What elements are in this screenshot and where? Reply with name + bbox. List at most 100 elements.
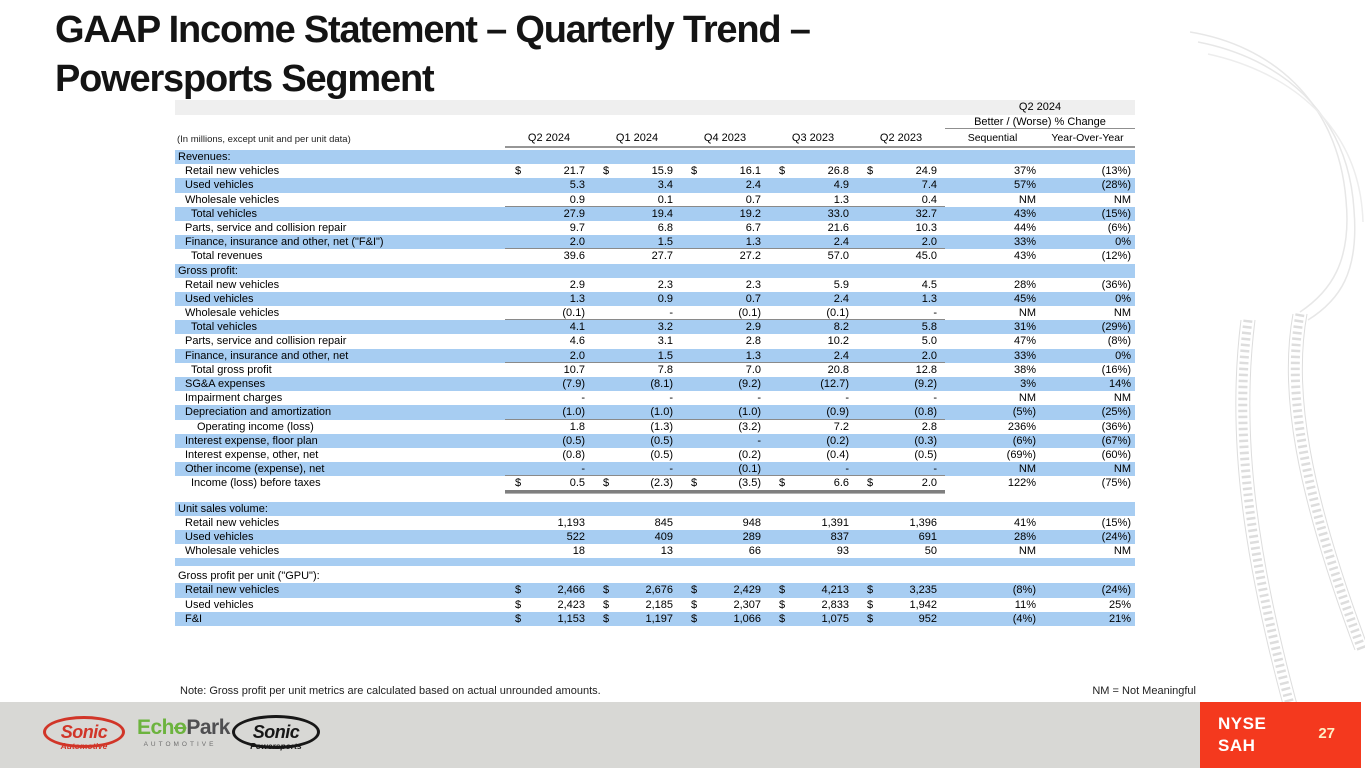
value-number: 1.3 [745,236,761,249]
value-number: - [933,392,937,405]
value-number: 1.3 [569,292,585,305]
dollar-sign: $ [603,477,610,490]
income-statement-table: Q2 2024 Better / (Worse) % Change (In mi… [175,100,1135,626]
value-number: 5.8 [921,321,937,334]
sequential-change-cell: NM [1018,307,1036,320]
row-label: Revenues: [178,151,231,163]
value-cell: 50 [857,544,945,558]
yoy-change-cell: (12%) [1101,250,1131,263]
yoy-change-cell: (60%) [1101,448,1131,461]
dollar-sign: $ [515,612,522,625]
value-cell: 18 [505,544,593,558]
dollar-sign: $ [603,584,610,597]
dollar-sign: $ [515,598,522,611]
value-number: (0.2) [826,434,849,447]
value-cell: $1,197 [593,612,681,626]
value-cell: $0.5 [505,476,593,491]
sequential-change-cell: 28% [1013,530,1036,543]
dollar-sign: $ [867,598,874,611]
yoy-change-cell: (24%) [1101,530,1131,543]
row-label: Interest expense, other, net [185,448,319,461]
sonic-powersports-wordmark: Sonic [252,721,300,742]
row-label: Income (loss) before taxes [191,477,321,490]
yoy-change-cell: NM [1113,545,1131,558]
yoy-change-cell: (6%) [1107,221,1131,234]
table-row: Operating income (loss) 1.8 (1.3) (3.2) 7.2 2… [175,419,1135,434]
change-column-header: Sequential [967,132,1018,144]
yoy-change-cell: 0% [1115,236,1131,249]
value-cell: 7.0 [681,363,769,377]
value-number: - [669,392,673,405]
row-label: Used vehicles [185,530,254,543]
dollar-sign: $ [691,598,698,611]
value-cell: 2.3 [593,278,681,292]
change-header-quarter: Q2 2024 [175,100,1135,115]
yoy-change-cell: (36%) [1101,278,1131,291]
table-row: Used vehicles 5.3 3.4 2.4 4.9 7.4 57% (28%) [175,178,1135,193]
value-number: 13 [660,545,673,558]
value-number: 5.3 [569,179,585,192]
value-cell: $1,942 [857,598,945,612]
value-cell: (7.9) [505,377,593,391]
value-cell: $2.0 [857,476,945,491]
value-number: - [669,307,673,320]
row-label: Used vehicles [185,598,254,611]
dollar-sign: $ [515,584,522,597]
column-header-row: (In millions, except unit and per unit d… [175,129,1135,148]
value-number: 4.1 [569,321,585,334]
value-number: - [581,463,585,476]
table-row: Total revenues 39.6 27.7 27.2 57.0 45.0 43% (12… [175,249,1135,264]
value-number: 0.9 [657,292,673,305]
value-number: 18 [572,545,585,558]
value-number: 3.2 [657,321,673,334]
sequential-change-cell: 43% [1013,207,1036,220]
footer-bar [0,702,1203,768]
value-number: 4.9 [833,179,849,192]
value-number: (9.2) [738,378,761,390]
dollar-sign: $ [867,584,874,597]
row-label: Finance, insurance and other, net [185,349,349,362]
yoy-change-cell: (75%) [1101,477,1131,490]
units-note: (In millions, except unit and per unit d… [177,134,351,145]
dollar-sign: $ [867,165,874,178]
dollar-sign: $ [691,165,698,178]
value-cell: - [681,391,769,405]
value-cell: 4.1 [505,320,593,334]
value-cell: 66 [681,544,769,558]
value-number: (0.2) [738,448,761,461]
ticker-badge: NYSE SAH 27 [1200,702,1361,768]
dollar-sign: $ [515,165,522,178]
row-label: Wholesale vehicles [185,193,280,206]
value-number: 522 [566,530,585,543]
value-cell: 2.9 [681,320,769,334]
nm-legend: NM = Not Meaningful [1092,685,1196,697]
section-header-row: Revenues: [175,150,1135,165]
yoy-change-cell: (13%) [1101,165,1131,178]
value-cell: $2,423 [505,598,593,612]
value-number: 5.9 [833,278,849,291]
value-number: (0.1) [738,463,761,476]
change-column-header: Year-Over-Year [1051,132,1124,144]
value-cell: $1,153 [505,612,593,626]
value-cell: 1.3 [857,292,945,306]
sequential-change-cell: NM [1018,392,1036,405]
value-number: (0.4) [826,448,849,461]
value-number: 1.3 [833,193,849,206]
value-number: 6.6 [833,477,849,490]
table-row: Parts, service and collision repair 9.7 6.… [175,220,1135,236]
value-cell: 32.7 [857,207,945,221]
row-label: Wholesale vehicles [185,545,280,558]
value-cell: 19.4 [593,207,681,221]
value-number: - [669,463,673,476]
value-cell: (0.1) [505,306,593,321]
table-row: Income (loss) before taxes $0.5 $ (2.3) $ (3.… [175,476,1135,491]
change-columns-group: Sequential Year-Over-Year [945,132,1135,148]
value-number: (1.0) [738,406,761,419]
table-row: Retail new vehicles $21.7 $15.9 $16.1 $26.8 $… [175,164,1135,179]
value-cell: (0.8) [857,405,945,420]
sequential-change-cell: 33% [1013,349,1036,362]
value-number: (0.1) [738,307,761,320]
table-row: Finance, insurance and other, net ("F&I"… [175,235,1135,250]
value-cell: $1,075 [769,612,857,626]
